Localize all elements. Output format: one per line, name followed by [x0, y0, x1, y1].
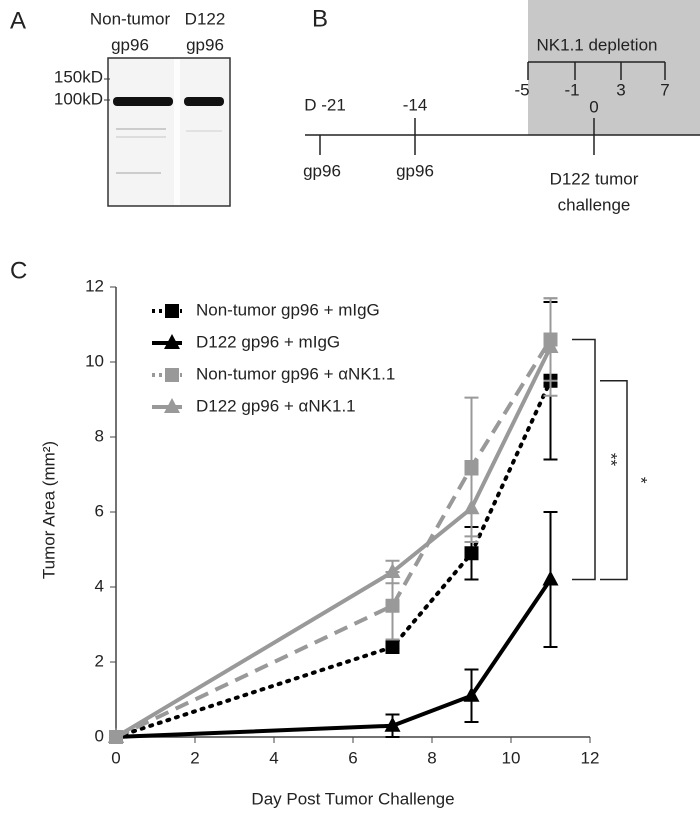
- y-tick-label: 2: [95, 651, 104, 670]
- event-day: D -21: [304, 95, 346, 114]
- significance-bracket: [572, 338, 596, 581]
- marker: [385, 640, 400, 654]
- lane-label: Non-tumor: [90, 9, 171, 28]
- marker: [164, 398, 180, 413]
- marker: [464, 460, 479, 474]
- lane-label: gp96: [111, 35, 149, 54]
- significance-bracket: [600, 380, 628, 581]
- marker: [164, 334, 180, 349]
- series-line: [115, 338, 553, 739]
- significance-label: *: [632, 477, 651, 484]
- x-tick-label: 12: [581, 748, 600, 767]
- marker: [384, 716, 401, 732]
- timeline: [305, 118, 700, 155]
- marker: [384, 563, 401, 578]
- lane-label: D122: [185, 9, 226, 28]
- depletion-day: -5: [514, 80, 529, 99]
- panel-label: A: [10, 7, 26, 34]
- legend-label: D122 gp96 + αNK1.1: [196, 396, 356, 415]
- marker: [108, 728, 124, 743]
- event-text: D122 tumor: [550, 169, 639, 188]
- y-tick-label: 10: [85, 351, 104, 370]
- x-tick-label: 8: [427, 748, 436, 767]
- y-tick-label: 0: [95, 726, 104, 745]
- event-day: -14: [403, 95, 428, 114]
- series-line: [115, 578, 553, 739]
- marker: [165, 368, 179, 382]
- legend-label: D122 gp96 + mIgG: [196, 332, 340, 351]
- marker: [165, 304, 179, 318]
- x-axis-label: Day Post Tumor Challenge: [251, 789, 454, 808]
- series-line: [114, 346, 553, 739]
- panel-label: C: [10, 257, 27, 284]
- depletion-region: [528, 0, 700, 135]
- depletion-label: NK1.1 depletion: [537, 35, 658, 54]
- x-tick-label: 0: [111, 748, 120, 767]
- legend-label: Non-tumor gp96 + αNK1.1: [196, 364, 395, 383]
- marker: [463, 499, 480, 515]
- event-day: 0: [589, 97, 598, 116]
- event-text: gp96: [303, 161, 341, 180]
- marker: [464, 546, 479, 561]
- marker: [463, 686, 480, 702]
- y-tick-label: 12: [85, 276, 104, 295]
- event-text: challenge: [558, 195, 631, 214]
- y-tick-label: 4: [95, 576, 104, 595]
- blot: [104, 57, 231, 207]
- depletion-day: 3: [616, 80, 625, 99]
- x-tick-label: 6: [348, 748, 357, 767]
- x-tick-label: 4: [269, 748, 278, 767]
- legend-label: Non-tumor gp96 + mIgG: [196, 300, 380, 319]
- significance-label: **: [602, 453, 621, 467]
- depletion-day: 7: [660, 80, 669, 99]
- x-tick-label: 10: [502, 748, 521, 767]
- marker: [385, 598, 400, 613]
- marker: [542, 338, 559, 353]
- depletion-day: -1: [564, 80, 579, 99]
- y-tick-label: 8: [95, 426, 104, 445]
- series-line: [114, 378, 553, 739]
- x-tick-label: 2: [190, 748, 199, 767]
- lane-label: gp96: [186, 35, 224, 54]
- panel-label: B: [312, 5, 328, 32]
- marker: [542, 570, 559, 586]
- event-text: gp96: [396, 161, 434, 180]
- marker-label: 100kD: [54, 89, 103, 108]
- depletion-bracket: [527, 61, 666, 80]
- marker-label: 150kD: [54, 67, 103, 86]
- y-tick-label: 6: [95, 501, 104, 520]
- y-axis-label: Tumor Area (mm²): [39, 441, 58, 579]
